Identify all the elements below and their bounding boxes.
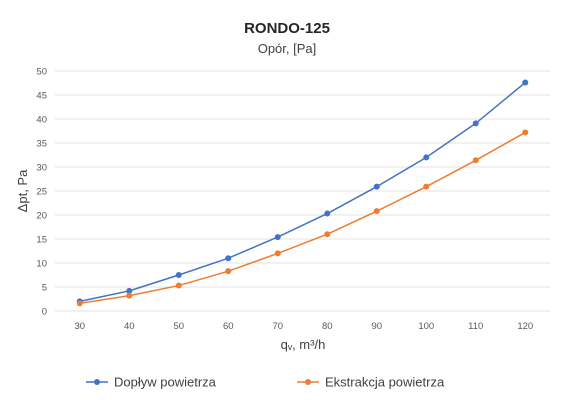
- data-point: [76, 300, 83, 307]
- y-axis-ticks: 0 5 10 15 20 25 30 35 40 45 50: [36, 67, 47, 318]
- data-point: [472, 157, 479, 164]
- y-tick-label: 15: [36, 235, 47, 246]
- y-tick-label: 40: [36, 115, 47, 126]
- y-tick-label: 10: [36, 259, 47, 270]
- legend-swatch-marker: [94, 379, 100, 385]
- data-point: [126, 292, 133, 299]
- data-point: [225, 268, 232, 275]
- y-tick-label: 20: [36, 211, 47, 222]
- y-tick-label: 0: [42, 307, 47, 318]
- x-axis-ticks: 30 40 50 60 70 80 90 100 110 120: [74, 321, 533, 332]
- series: [76, 79, 529, 307]
- x-tick-label: 90: [371, 321, 382, 332]
- data-point: [423, 154, 430, 161]
- y-tick-label: 35: [36, 139, 47, 150]
- y-tick-label: 25: [36, 187, 47, 198]
- x-tick-label: 70: [272, 321, 283, 332]
- x-tick-label: 50: [173, 321, 184, 332]
- chart-title: RONDO-125: [244, 20, 330, 37]
- series-2: [76, 129, 529, 307]
- data-point: [522, 79, 529, 86]
- data-point: [472, 120, 479, 127]
- legend-label: Ekstrakcja powietrza: [325, 375, 445, 390]
- data-point: [225, 255, 232, 262]
- x-tick-label: 80: [322, 321, 333, 332]
- x-tick-label: 100: [418, 321, 434, 332]
- x-tick-label: 120: [517, 321, 533, 332]
- x-tick-label: 110: [468, 321, 483, 332]
- grid-lines: [55, 70, 550, 312]
- data-point: [324, 210, 331, 217]
- data-point: [324, 231, 331, 238]
- x-tick-label: 30: [74, 321, 85, 332]
- data-point: [373, 183, 380, 190]
- data-point: [423, 183, 430, 190]
- data-point: [522, 129, 529, 136]
- y-tick-label: 5: [42, 283, 47, 294]
- legend-entry: Ekstrakcja powietrza: [297, 375, 445, 390]
- data-point: [274, 234, 281, 241]
- legend: Dopływ powietrza Ekstrakcja powietrza: [86, 375, 445, 390]
- data-point: [175, 282, 182, 289]
- data-point: [274, 250, 281, 257]
- legend-label: Dopływ powietrza: [114, 375, 217, 390]
- data-point: [126, 287, 133, 294]
- data-point: [175, 272, 182, 278]
- y-tick-label: 30: [36, 163, 47, 174]
- series-1: [76, 79, 529, 305]
- legend-swatch-marker: [305, 379, 311, 385]
- series-line: [79, 81, 526, 303]
- y-tick-label: 50: [36, 67, 47, 78]
- x-axis-label: qᵥ, m³/h: [281, 337, 326, 352]
- legend-entry: Dopływ powietrza: [86, 375, 217, 390]
- x-tick-label: 60: [223, 321, 234, 332]
- y-tick-label: 45: [36, 91, 47, 102]
- data-point: [373, 208, 380, 215]
- series-line: [79, 131, 526, 305]
- x-tick-label: 40: [124, 321, 135, 332]
- chart-subtitle: Opór, [Pa]: [258, 41, 317, 56]
- y-axis-label: Δpt, Pa: [15, 169, 30, 212]
